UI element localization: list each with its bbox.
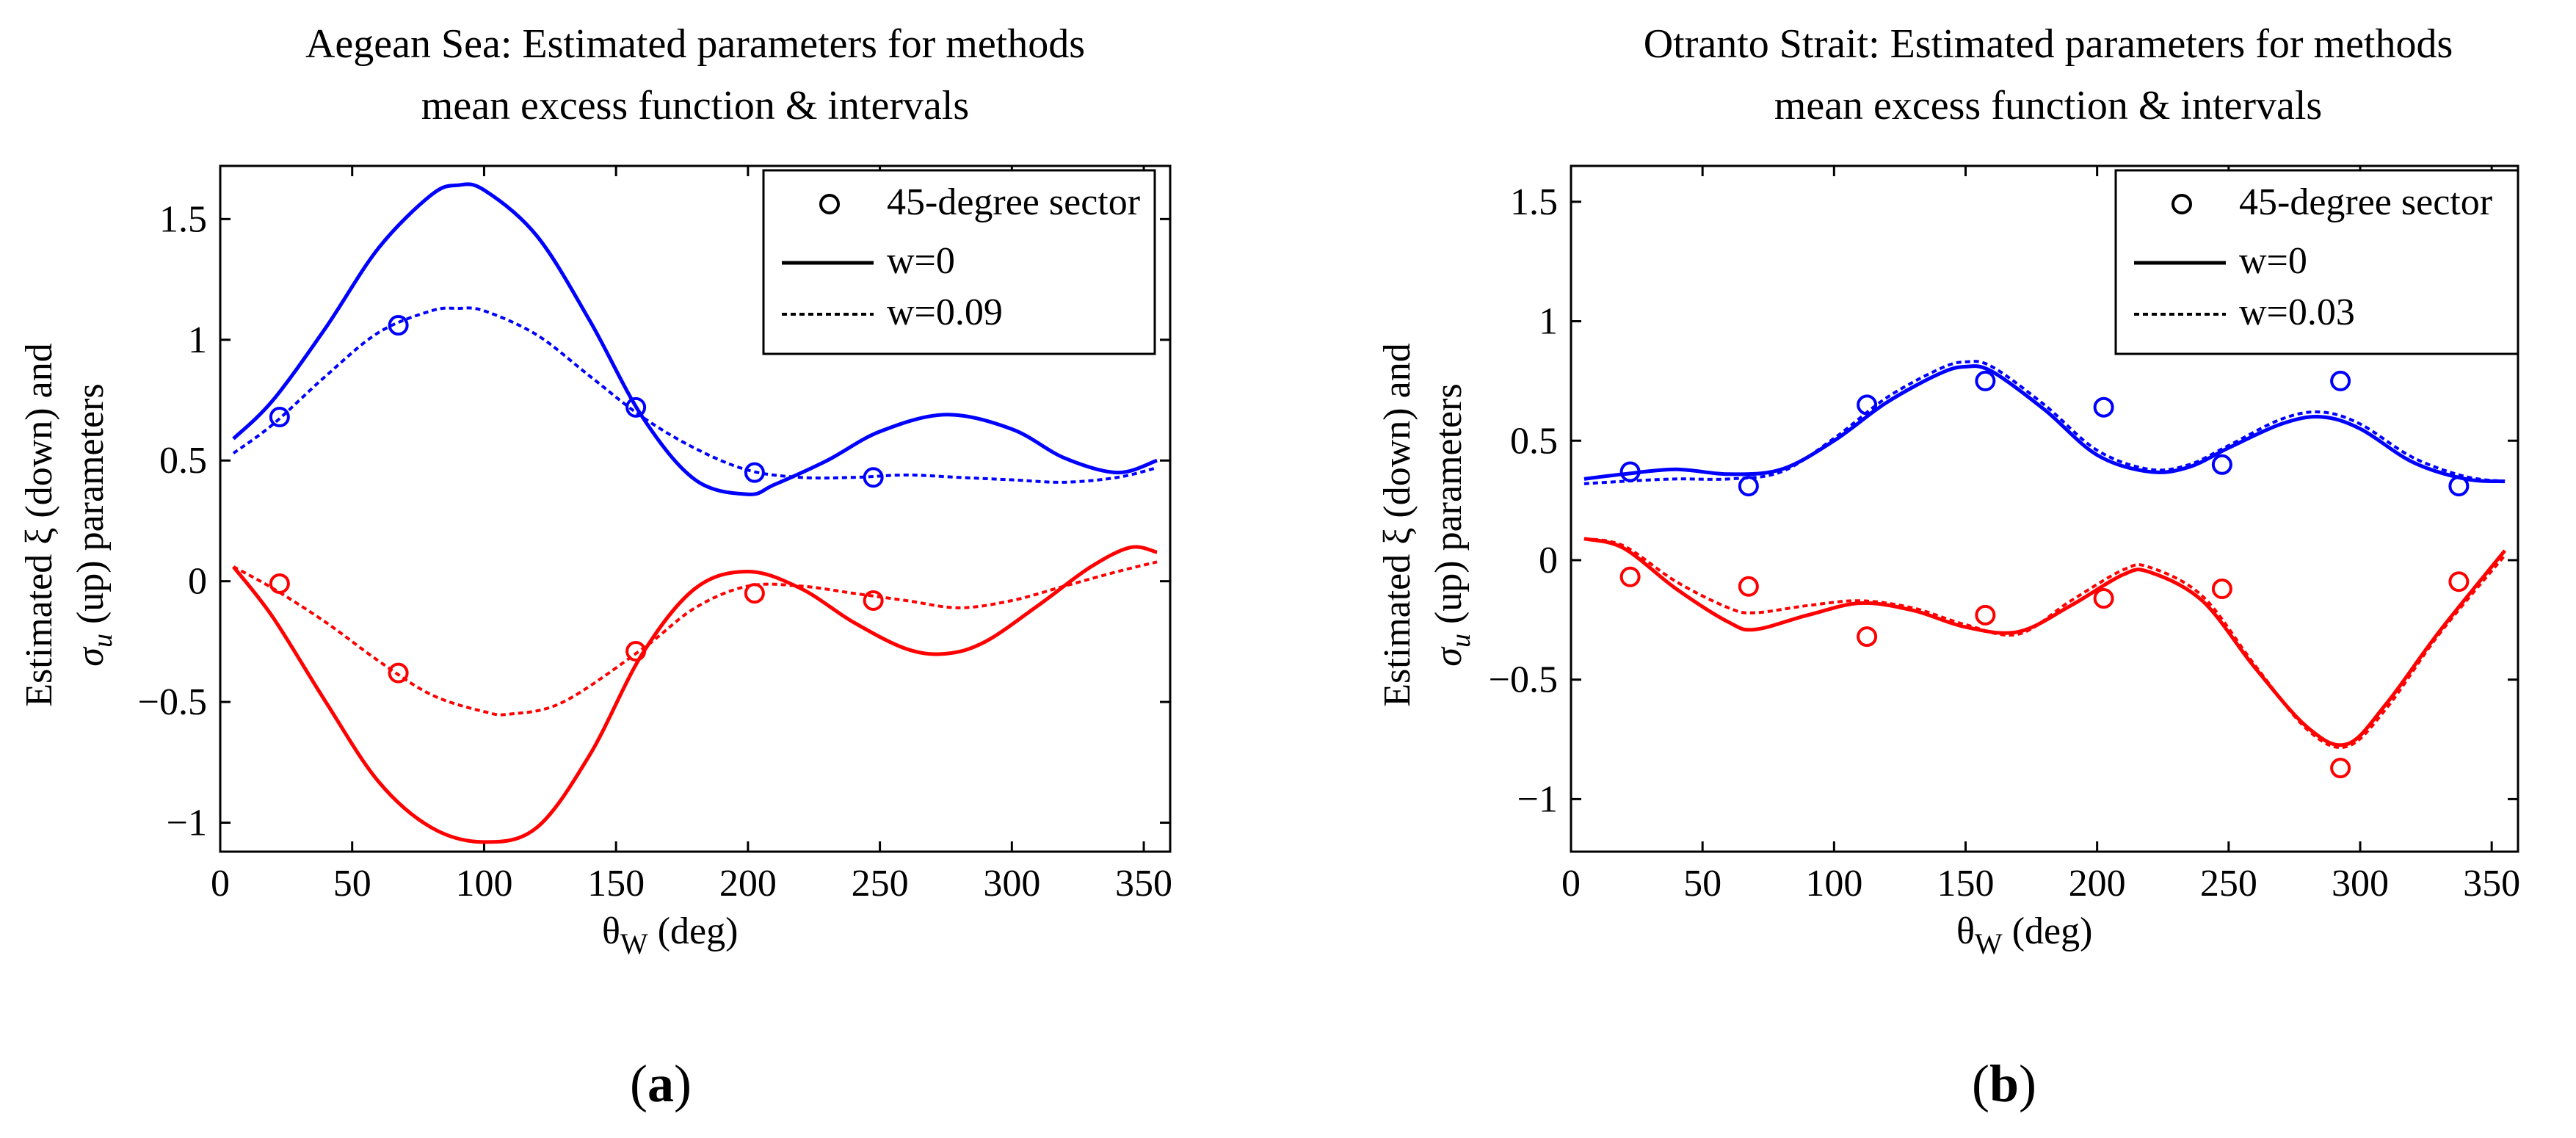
chart-title-line2: mean excess function & intervals [421, 83, 969, 128]
data-point-sigma-45-degree-sector [2093, 396, 2114, 418]
y-tick-label: 1 [1539, 301, 1558, 343]
chart-title-line2: mean excess function & intervals [1774, 83, 2322, 128]
legend: 45-degree sector w=0 w=0.03 [2114, 169, 2519, 355]
series-line-xi-w-0 [232, 545, 1158, 844]
data-point-sigma-45-degree-sector [2330, 370, 2351, 391]
x-tick-label: 300 [983, 863, 1040, 905]
x-axis-label: θW (deg) [602, 910, 738, 960]
y-axis-label-line2: σu (up) parameters [1428, 383, 1476, 666]
x-tick-label: 250 [2200, 863, 2257, 905]
y-axis-label-line2: σu (up) parameters [70, 383, 118, 666]
legend-entry-label: 45-degree sector [887, 181, 1140, 223]
y-tick-label: −0.5 [1489, 659, 1558, 701]
chart-panel-b: Otranto Strait: Estimated parameters for… [1376, 21, 2520, 1113]
chart-title-line1: Aegean Sea: Estimated parameters for met… [305, 21, 1085, 67]
data-point-sigma-45-degree-sector [863, 467, 884, 488]
series-line-sigma-w-0 [1583, 364, 2506, 484]
x-tick-label: 50 [333, 863, 371, 905]
x-tick-label: 350 [2463, 863, 2520, 905]
y-axis-label-line1: Estimated ξ (down) and [1376, 343, 1418, 706]
chart-title-line1: Otranto Strait: Estimated parameters for… [1644, 21, 2453, 67]
legend-entry-label: w=0.09 [887, 291, 1003, 333]
data-point-sigma-45-degree-sector [1619, 461, 1641, 482]
x-tick-label: 150 [587, 863, 645, 905]
x-tick-label: 200 [2069, 863, 2126, 905]
legend-marker-circle [2172, 194, 2192, 214]
data-point-sigma-45-degree-sector [388, 315, 409, 336]
x-tick-label: 250 [852, 863, 909, 905]
x-tick-label: 300 [2332, 863, 2389, 905]
x-axis-label: θW (deg) [1956, 910, 2092, 960]
y-tick-label: 0.5 [159, 440, 207, 482]
x-tick-label: 100 [1805, 863, 1862, 905]
legend-entry-label: w=0.03 [2239, 291, 2355, 333]
data-point-xi-45-degree-sector [2093, 588, 2114, 609]
data-point-sigma-45-degree-sector [1975, 370, 1996, 391]
data-point-sigma-45-degree-sector [2211, 454, 2232, 475]
x-tick-label: 150 [1937, 863, 1995, 905]
data-point-sigma-45-degree-sector [625, 396, 647, 418]
series-line-sigma-w-0-09 [232, 306, 1158, 484]
legend-entry-label: 45-degree sector [2239, 181, 2492, 223]
plot-area-frame [1570, 164, 2519, 853]
y-tick-label: 1.5 [1510, 181, 1558, 223]
y-tick-label: −1 [1517, 778, 1558, 820]
data-point-xi-45-degree-sector [2330, 758, 2351, 779]
x-tick-label: 200 [719, 863, 777, 905]
data-point-xi-45-degree-sector [388, 662, 409, 684]
data-point-xi-45-degree-sector [1738, 576, 1759, 597]
x-tick-label: 0 [211, 863, 230, 905]
series-group [1583, 360, 2507, 779]
plot-area-frame [219, 164, 1172, 853]
series-line-xi-w-0-09 [233, 560, 1158, 717]
y-tick-label: 1.5 [159, 198, 207, 240]
data-point-xi-45-degree-sector [1619, 566, 1641, 587]
data-point-sigma-45-degree-sector [744, 462, 765, 483]
legend-entry-label: w=0 [2239, 240, 2307, 282]
data-point-xi-45-degree-sector [625, 641, 647, 662]
series-line-sigma-w-0 [232, 182, 1158, 496]
data-point-xi-45-degree-sector [1975, 604, 1996, 626]
y-tick-label: 0.5 [1510, 420, 1558, 462]
legend-marker-circle [819, 194, 840, 214]
data-point-xi-45-degree-sector [2211, 579, 2232, 600]
y-tick-label: 0 [188, 561, 207, 603]
data-point-xi-45-degree-sector [863, 590, 884, 611]
x-tick-label: 100 [455, 863, 512, 905]
y-tick-label: 0 [1539, 540, 1558, 581]
y-tick-label: 1 [188, 319, 207, 361]
series-line-xi-w-0 [1583, 537, 2507, 747]
panel-label: (a) [630, 1054, 692, 1113]
panel-label: (b) [1972, 1054, 2036, 1113]
series-group [232, 182, 1158, 844]
data-point-xi-45-degree-sector [1857, 626, 1878, 648]
data-point-sigma-45-degree-sector [2448, 476, 2470, 497]
x-tick-label: 0 [1561, 863, 1581, 905]
data-point-xi-45-degree-sector [744, 583, 765, 604]
y-tick-label: −0.5 [138, 681, 207, 723]
data-point-sigma-45-degree-sector [1738, 476, 1759, 497]
x-tick-label: 350 [1115, 863, 1172, 905]
series-line-xi-w-0-03 [1583, 537, 2506, 749]
legend: 45-degree sector w=0 w=0.09 [762, 169, 1156, 355]
data-point-xi-45-degree-sector [2448, 571, 2470, 592]
data-point-sigma-45-degree-sector [269, 407, 290, 428]
data-point-xi-45-degree-sector [269, 573, 290, 594]
series-line-sigma-w-0-03 [1583, 360, 2506, 485]
y-tick-label: −1 [167, 802, 207, 844]
legend-entry-label: w=0 [887, 240, 955, 282]
chart-panel-a: Aegean Sea: Estimated parameters for met… [18, 21, 1172, 1113]
y-axis-label-line1: Estimated ξ (down) and [18, 343, 60, 706]
data-point-sigma-45-degree-sector [1857, 394, 1878, 416]
x-tick-label: 50 [1683, 863, 1721, 905]
